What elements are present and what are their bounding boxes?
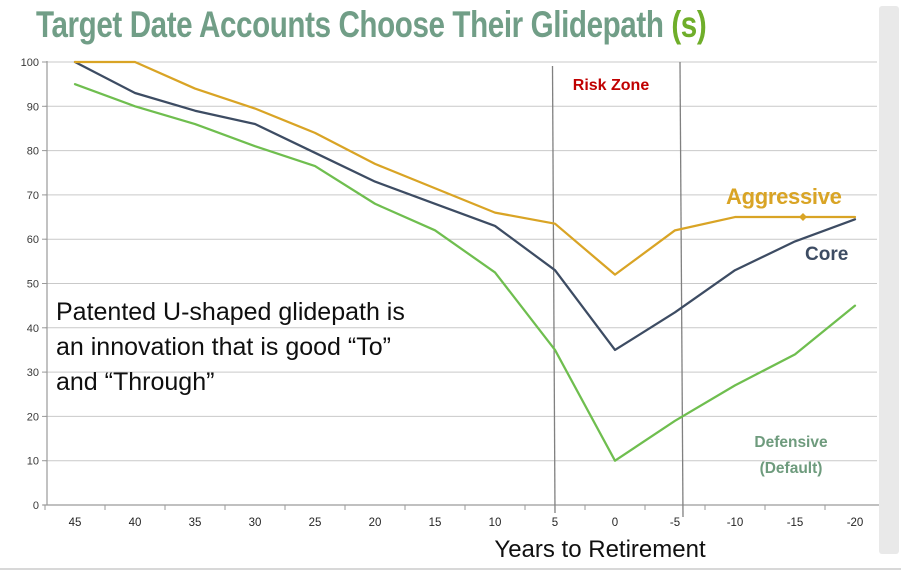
page-title: Target Date Accounts Choose Their Glidep…: [36, 4, 707, 46]
x-tick-label: -10: [727, 517, 744, 529]
legend-defensive-line-2: (Default): [759, 460, 823, 477]
legend-core: Core: [805, 244, 849, 265]
y-tick-label: 0: [33, 500, 39, 512]
x-tick-label: 10: [489, 517, 502, 529]
y-tick-label: 10: [27, 456, 39, 468]
aggressive-marker: [799, 213, 807, 222]
y-tick-label: 30: [27, 367, 39, 379]
y-tick-label: 40: [27, 323, 39, 335]
x-tick-label: 15: [429, 517, 442, 529]
y-tick-label: 90: [27, 101, 39, 113]
y-tick-label: 80: [27, 146, 39, 158]
scrollbar[interactable]: [879, 6, 899, 554]
x-tick-label: -5: [670, 517, 680, 529]
annotation-line-3: and “Through”: [56, 368, 215, 396]
x-axis-title: Years to Retirement: [494, 536, 706, 563]
risk-zone-label: Risk Zone: [572, 77, 650, 94]
x-tick-label: 30: [249, 517, 262, 529]
legend-defensive-line-1: Defensive: [754, 434, 828, 451]
page-title-suffix: (s): [671, 4, 707, 45]
series-defensive-default: [73, 83, 857, 462]
x-tick-label: -15: [787, 517, 804, 529]
annotation-text: Patented U-shaped glidepath is an innova…: [56, 295, 405, 400]
x-tick-label: 40: [129, 517, 142, 529]
x-tick-label: 0: [612, 517, 618, 529]
series-aggressive: [73, 60, 857, 276]
y-axis-ticks: 0 10 20 30 40 50 60 70 80 90 100: [21, 57, 47, 512]
x-tick-label: 45: [69, 517, 82, 529]
gridlines: [45, 61, 877, 462]
x-tick-label: 25: [309, 517, 322, 529]
annotation-line-1: Patented U-shaped glidepath is: [56, 298, 405, 326]
y-tick-label: 50: [27, 279, 39, 291]
series-core: [73, 60, 857, 352]
y-tick-label: 20: [27, 411, 39, 423]
x-tick-label: 35: [189, 517, 202, 529]
y-tick-label: 60: [27, 234, 39, 246]
page-title-main: Target Date Accounts Choose Their Glidep…: [36, 4, 672, 45]
y-tick-label: 100: [21, 57, 39, 69]
legend-defensive: Defensive (Default): [738, 430, 844, 482]
x-tick-label: -20: [847, 517, 864, 529]
annotation-line-2: an innovation that is good “To”: [56, 333, 391, 361]
bottom-divider-line: [0, 568, 901, 570]
y-tick-label: 70: [27, 190, 39, 202]
x-tick-label: 20: [369, 517, 382, 529]
x-axis-ticks: 45 40 35 30 25 20 15 10 5 0 -5 -10 -15 -20: [44, 505, 886, 529]
legend-aggressive: Aggressive: [726, 184, 842, 209]
risk-zone-lines: [551, 61, 684, 518]
x-tick-label: 5: [552, 517, 558, 529]
